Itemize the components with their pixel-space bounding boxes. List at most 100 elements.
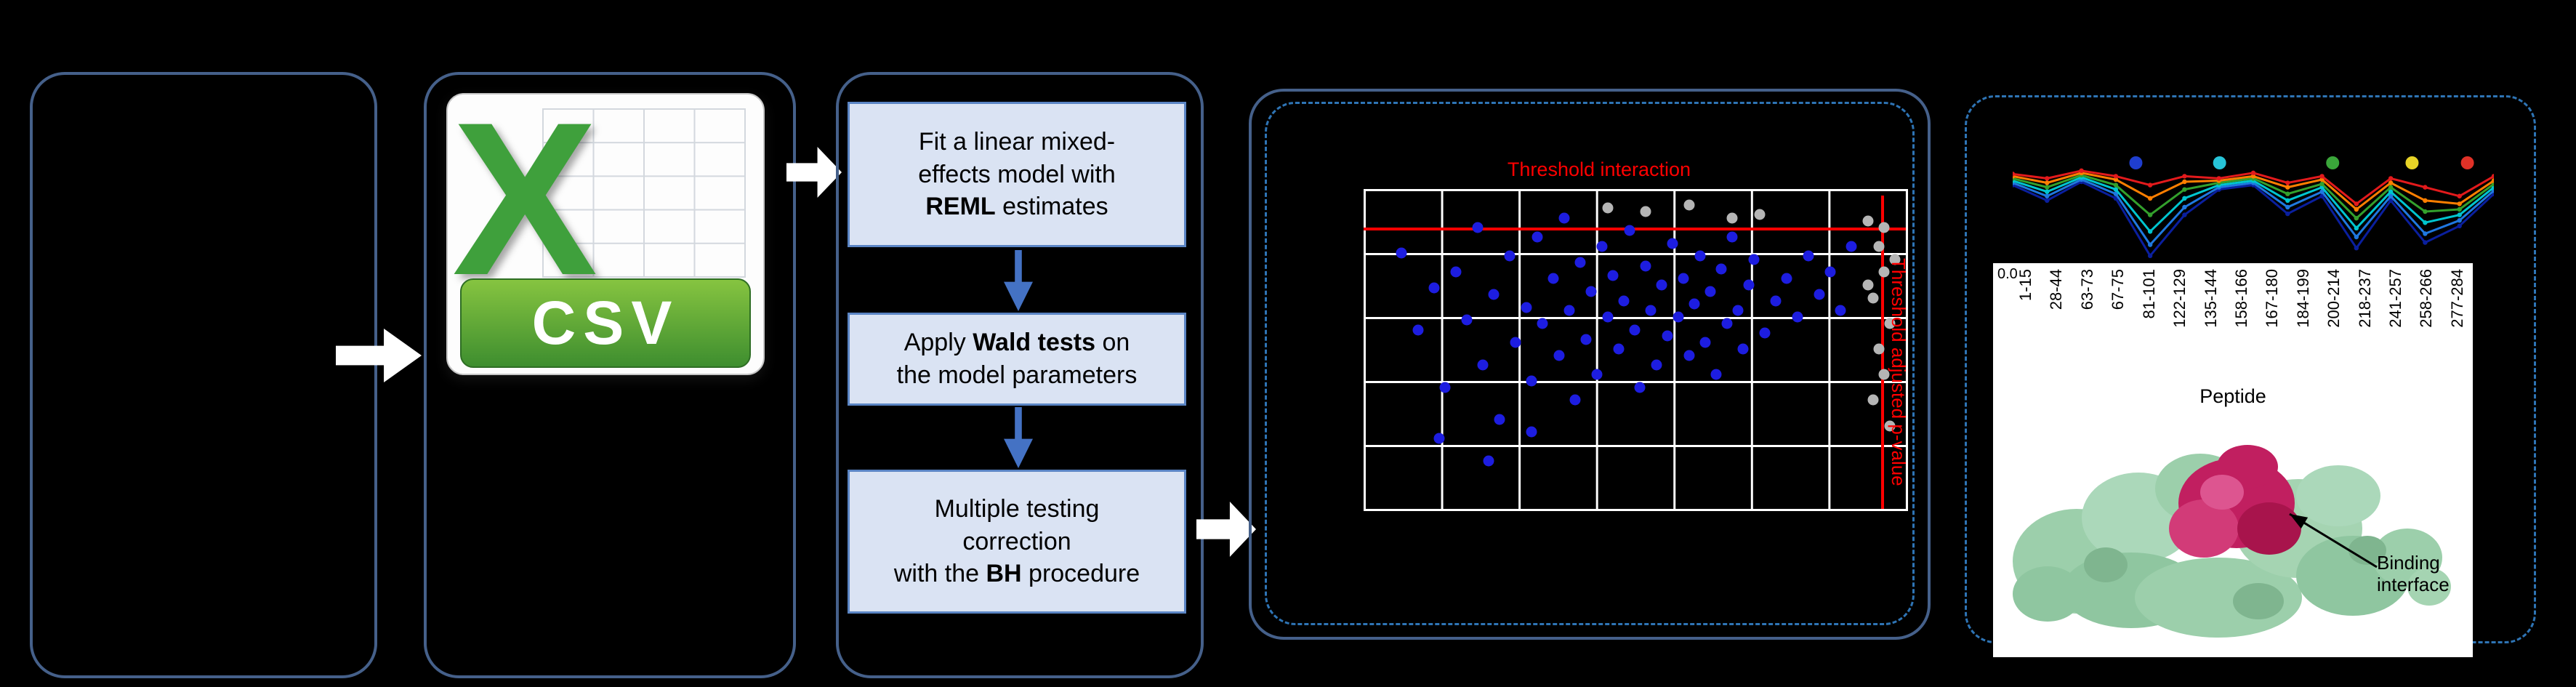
uptake-point xyxy=(2182,196,2187,201)
scatter-point xyxy=(1396,247,1407,259)
pipeline-stage-box xyxy=(836,72,1204,678)
scatter-point xyxy=(1596,241,1608,252)
scatter-point xyxy=(1526,426,1537,438)
scatter-point xyxy=(1873,241,1885,252)
scatter-point xyxy=(1699,337,1711,348)
scatter-point xyxy=(1613,343,1625,355)
uptake-point xyxy=(2423,240,2428,245)
uptake-point xyxy=(2113,191,2119,196)
uptake-point xyxy=(2388,176,2394,181)
scatter-point xyxy=(1721,318,1733,329)
uptake-point xyxy=(2457,201,2462,206)
scatter-point xyxy=(1824,266,1836,278)
scatter-point xyxy=(1884,318,1896,329)
uptake-point xyxy=(2045,193,2050,198)
scatter-point xyxy=(1694,250,1706,262)
process-step-reml: Fit a linear mixed- effects model with R… xyxy=(848,102,1186,247)
uptake-point xyxy=(2354,246,2359,251)
scatter-point xyxy=(1569,394,1581,406)
scatter-point xyxy=(1683,199,1695,211)
uptake-point xyxy=(2354,201,2359,206)
scatter-point xyxy=(1624,225,1635,236)
process-step-text: Apply Wald tests on the model parameters xyxy=(896,329,1138,389)
legend-dot-icon xyxy=(2129,156,2143,169)
uptake-point xyxy=(2250,174,2256,179)
uptake-point xyxy=(2113,177,2119,182)
scatter-plot xyxy=(1364,189,1908,511)
scatter-point xyxy=(1521,302,1532,313)
uptake-point xyxy=(2457,218,2462,223)
scatter-point xyxy=(1450,266,1462,278)
uptake-point xyxy=(2319,189,2325,194)
scatter-point xyxy=(1726,212,1738,224)
csv-banner-label: CSV xyxy=(531,289,680,358)
uptake-point xyxy=(2285,204,2290,210)
scatter-point xyxy=(1673,311,1684,323)
scatter-point xyxy=(1667,238,1678,249)
uptake-point xyxy=(2457,193,2462,198)
uptake-point xyxy=(2045,185,2050,190)
uptake-point xyxy=(2423,185,2428,190)
csv-file-icon: X CSV xyxy=(446,76,765,375)
binding-interface-label: Binding interface xyxy=(2377,552,2450,595)
threshold-line-horizontal xyxy=(1364,227,1906,230)
uptake-point xyxy=(2216,176,2221,181)
legend-dot-icon xyxy=(2405,156,2419,169)
scatter-point xyxy=(1662,330,1673,342)
scatter-point xyxy=(1602,202,1614,214)
scatter-point xyxy=(1835,305,1846,316)
uptake-point xyxy=(2147,212,2153,217)
input-stage-box xyxy=(30,72,377,678)
scatter-point xyxy=(1862,215,1874,227)
uptake-point xyxy=(2285,191,2290,196)
uptake-point xyxy=(2113,174,2119,179)
scatter-point xyxy=(1602,311,1614,323)
uptake-point xyxy=(2285,185,2290,190)
process-step-text: Fit a linear mixed- effects model with R… xyxy=(918,127,1116,221)
uptake-point xyxy=(2423,231,2428,236)
scatter-point xyxy=(1494,414,1505,425)
y-axis-tick-label: 0.0 xyxy=(1997,266,2018,282)
scatter-panel xyxy=(1265,102,1915,625)
uptake-point xyxy=(2182,179,2187,185)
protein-structure-icon xyxy=(2013,445,2451,638)
uptake-point xyxy=(2388,193,2394,198)
uptake-point xyxy=(2354,225,2359,231)
legend-dot-icon xyxy=(2326,156,2340,169)
uptake-chart-svg xyxy=(2013,156,2494,259)
uptake-point xyxy=(2045,176,2050,181)
scatter-point xyxy=(1710,369,1722,380)
scatter-point xyxy=(1726,231,1738,243)
scatter-point xyxy=(1878,369,1890,380)
scatter-point xyxy=(1526,375,1537,387)
scatter-point xyxy=(1814,289,1825,300)
scatter-point xyxy=(1580,334,1592,345)
scatter-point xyxy=(1689,298,1700,310)
scatter-point xyxy=(1618,295,1630,307)
scatter-point xyxy=(1651,359,1662,371)
scatter-point xyxy=(1846,241,1857,252)
uptake-point xyxy=(2354,215,2359,221)
process-step-wald: Apply Wald tests on the model parameters xyxy=(848,313,1186,406)
uptake-point xyxy=(2354,206,2359,212)
scatter-point xyxy=(1759,327,1771,339)
scatter-point xyxy=(1640,260,1651,272)
scatter-point xyxy=(1873,343,1885,355)
uptake-point xyxy=(2147,253,2153,259)
uptake-point xyxy=(2013,172,2016,177)
scatter-point xyxy=(1585,286,1597,297)
scatter-point xyxy=(1889,254,1901,265)
scatter-point xyxy=(1878,222,1890,233)
uptake-point xyxy=(2491,174,2494,179)
binding-arrow-icon xyxy=(2289,513,2378,569)
uptake-point xyxy=(2388,198,2394,204)
process-step-bh: Multiple testing correction with the BH … xyxy=(848,470,1186,614)
legend-dot-icon xyxy=(2460,156,2474,169)
uptake-point xyxy=(2147,229,2153,234)
uptake-point xyxy=(2457,212,2462,217)
scatter-point xyxy=(1591,369,1603,380)
uptake-point xyxy=(2079,168,2084,173)
scatter-point xyxy=(1477,359,1489,371)
scatter-point xyxy=(1433,433,1445,444)
